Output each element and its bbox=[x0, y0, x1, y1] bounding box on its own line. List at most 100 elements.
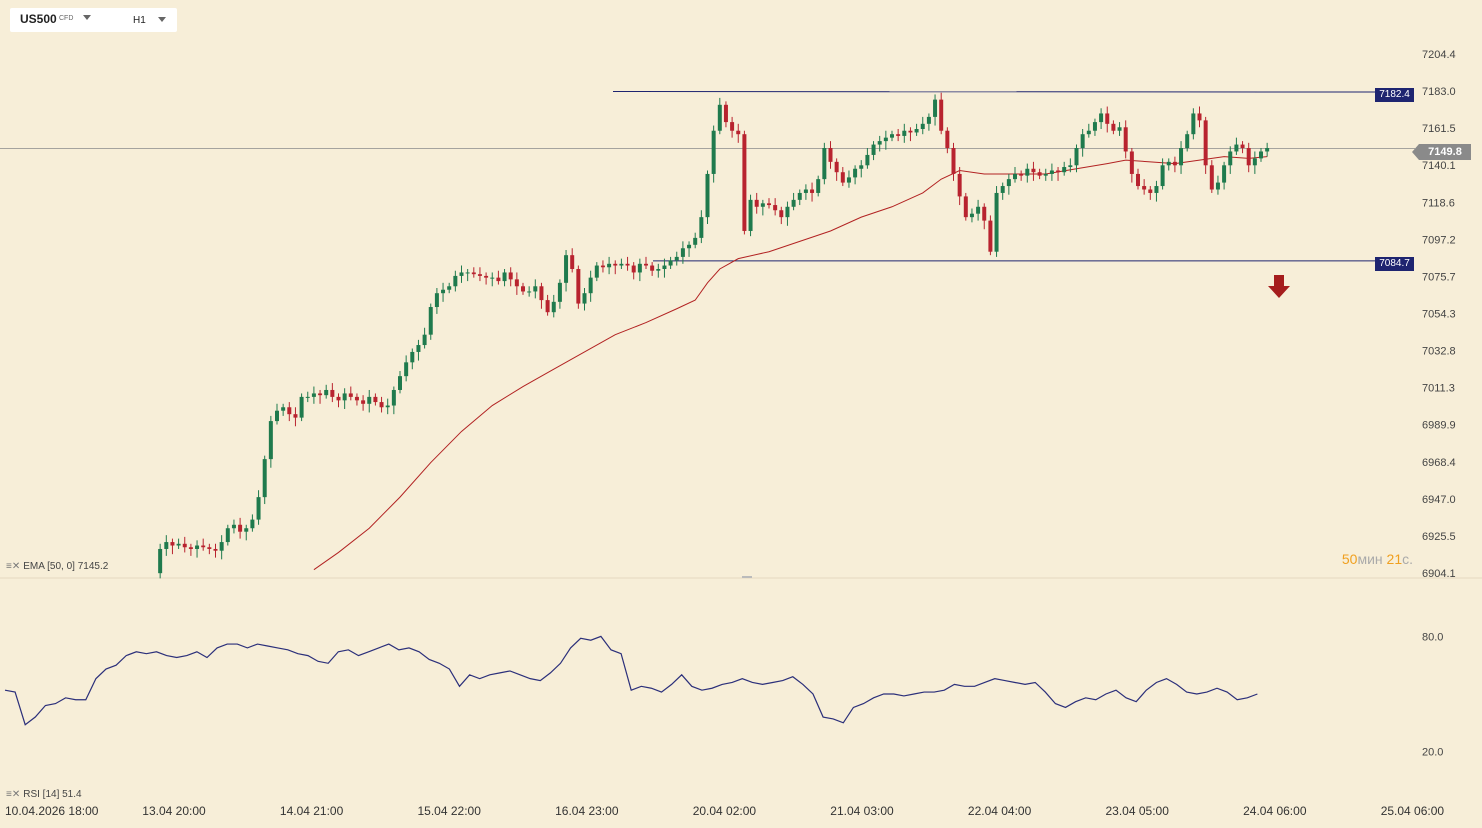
candle-body bbox=[1111, 123, 1116, 131]
candle-body bbox=[982, 206, 987, 221]
rsi-indicator-label[interactable]: ≡✕ RSI [14] 51.4 bbox=[6, 789, 82, 800]
candle-body bbox=[1215, 182, 1220, 190]
candle-body bbox=[656, 268, 661, 271]
candle-body bbox=[680, 248, 685, 257]
rsi-tick-label: 80.0 bbox=[1422, 631, 1443, 643]
candle-body bbox=[231, 524, 236, 529]
candle-body bbox=[816, 179, 821, 193]
candle-body bbox=[176, 543, 181, 546]
current-price-tag: 7149.8 bbox=[1412, 144, 1471, 160]
candle-body bbox=[773, 205, 778, 211]
time-tick-label: 23.04 05:00 bbox=[1105, 804, 1169, 818]
rsi-series bbox=[4, 635, 1258, 726]
candle-body bbox=[465, 272, 470, 274]
candle-body bbox=[1068, 165, 1073, 168]
candle-body bbox=[1123, 127, 1128, 152]
candle-body bbox=[158, 548, 163, 574]
candle-body bbox=[324, 389, 329, 396]
time-tick-label: 10.04.2026 18:00 bbox=[5, 804, 99, 818]
indicator-menu-icon[interactable]: ≡✕ bbox=[6, 789, 21, 800]
time-axis: 10.04.2026 18:00 13.04 20:00 14.04 21:00 15… bbox=[5, 804, 1444, 818]
candle-body bbox=[551, 301, 556, 313]
candle-body bbox=[1099, 113, 1104, 123]
candle-body bbox=[1142, 186, 1147, 190]
candle-body bbox=[1056, 170, 1061, 173]
candle-body bbox=[170, 542, 175, 546]
candle-body bbox=[890, 134, 894, 138]
price-tick-label: 6925.5 bbox=[1422, 531, 1456, 543]
candle-body bbox=[1197, 113, 1202, 121]
candle-body bbox=[164, 542, 169, 549]
time-tick-label: 14.04 21:00 bbox=[280, 804, 344, 818]
timeframe-dropdown-icon[interactable] bbox=[158, 17, 166, 22]
candle-body bbox=[723, 104, 728, 123]
candle-body bbox=[1185, 134, 1190, 149]
candle-body bbox=[373, 396, 378, 403]
indicator-menu-icon[interactable]: ≡✕ bbox=[6, 561, 21, 572]
candle-body bbox=[410, 351, 415, 363]
candle-body bbox=[207, 547, 212, 549]
candle-body bbox=[1025, 168, 1030, 176]
resistance-level-label[interactable]: 7182.4 bbox=[1375, 88, 1414, 102]
candle-body bbox=[976, 206, 981, 214]
candle-body bbox=[687, 244, 692, 249]
candle-body bbox=[582, 293, 587, 304]
chart-grid bbox=[0, 147, 1482, 579]
candle-body bbox=[1043, 173, 1048, 176]
candle-body bbox=[348, 393, 353, 397]
candle-body bbox=[422, 334, 427, 346]
candle-body bbox=[1240, 144, 1245, 149]
candle-body bbox=[1228, 151, 1233, 166]
candle-body bbox=[957, 173, 962, 197]
candle-body bbox=[951, 148, 956, 174]
candle-body bbox=[588, 277, 593, 294]
candle-body bbox=[195, 545, 200, 549]
resistance-line bbox=[612, 91, 1376, 93]
candle-body bbox=[1265, 148, 1270, 152]
price-tick-label: 7011.3 bbox=[1422, 383, 1455, 395]
candle-body bbox=[256, 497, 261, 520]
candle-body bbox=[385, 405, 390, 408]
candle-body bbox=[477, 274, 482, 276]
price-tick-label: 7054.3 bbox=[1422, 308, 1456, 320]
price-axis: 7204.4 7183.0 7161.5 7140.1 7118.6 7097.2 7075… bbox=[1422, 49, 1456, 580]
ema-indicator-label[interactable]: ≡✕ EMA [50, 0] 7145.2 bbox=[6, 561, 109, 572]
candle-body bbox=[896, 134, 901, 136]
candle-body bbox=[496, 277, 501, 282]
price-tick-label: 6904.1 bbox=[1422, 568, 1456, 580]
candle-body bbox=[883, 137, 888, 142]
price-tick-label: 7075.7 bbox=[1422, 271, 1456, 283]
candle-body bbox=[514, 279, 519, 287]
candle-body bbox=[926, 116, 931, 124]
time-tick-label: 24.04 06:00 bbox=[1243, 804, 1307, 818]
symbol-selector[interactable]: US500 CFD H1 bbox=[10, 8, 177, 32]
candle-body bbox=[1117, 127, 1122, 131]
candle-body bbox=[244, 528, 249, 532]
support-resistance-lines[interactable] bbox=[612, 91, 1376, 262]
candle-body bbox=[748, 199, 753, 231]
candle-body bbox=[631, 265, 636, 273]
candle-body bbox=[699, 217, 704, 238]
candle-body bbox=[933, 99, 938, 117]
candle-body bbox=[1209, 165, 1214, 190]
candle-body bbox=[668, 260, 673, 266]
candle-body bbox=[1246, 148, 1251, 166]
candle-body bbox=[416, 345, 421, 352]
candle-body bbox=[613, 263, 618, 266]
candle-body bbox=[379, 402, 384, 408]
candle-body bbox=[490, 277, 495, 279]
candle-body bbox=[1000, 186, 1005, 193]
candle-body bbox=[367, 396, 372, 404]
time-tick-label: 20.04 02:00 bbox=[693, 804, 757, 818]
symbol-dropdown-icon[interactable] bbox=[83, 15, 91, 20]
timeframe-label[interactable]: H1 bbox=[133, 15, 146, 26]
candle-body bbox=[607, 263, 612, 268]
support-level-label[interactable]: 7084.7 bbox=[1375, 257, 1414, 271]
candle-body bbox=[354, 396, 359, 401]
candle-body bbox=[877, 141, 882, 145]
candle-body bbox=[785, 206, 790, 218]
candle-body bbox=[275, 410, 279, 422]
candle-body bbox=[1259, 151, 1263, 159]
candle-body bbox=[182, 543, 187, 548]
